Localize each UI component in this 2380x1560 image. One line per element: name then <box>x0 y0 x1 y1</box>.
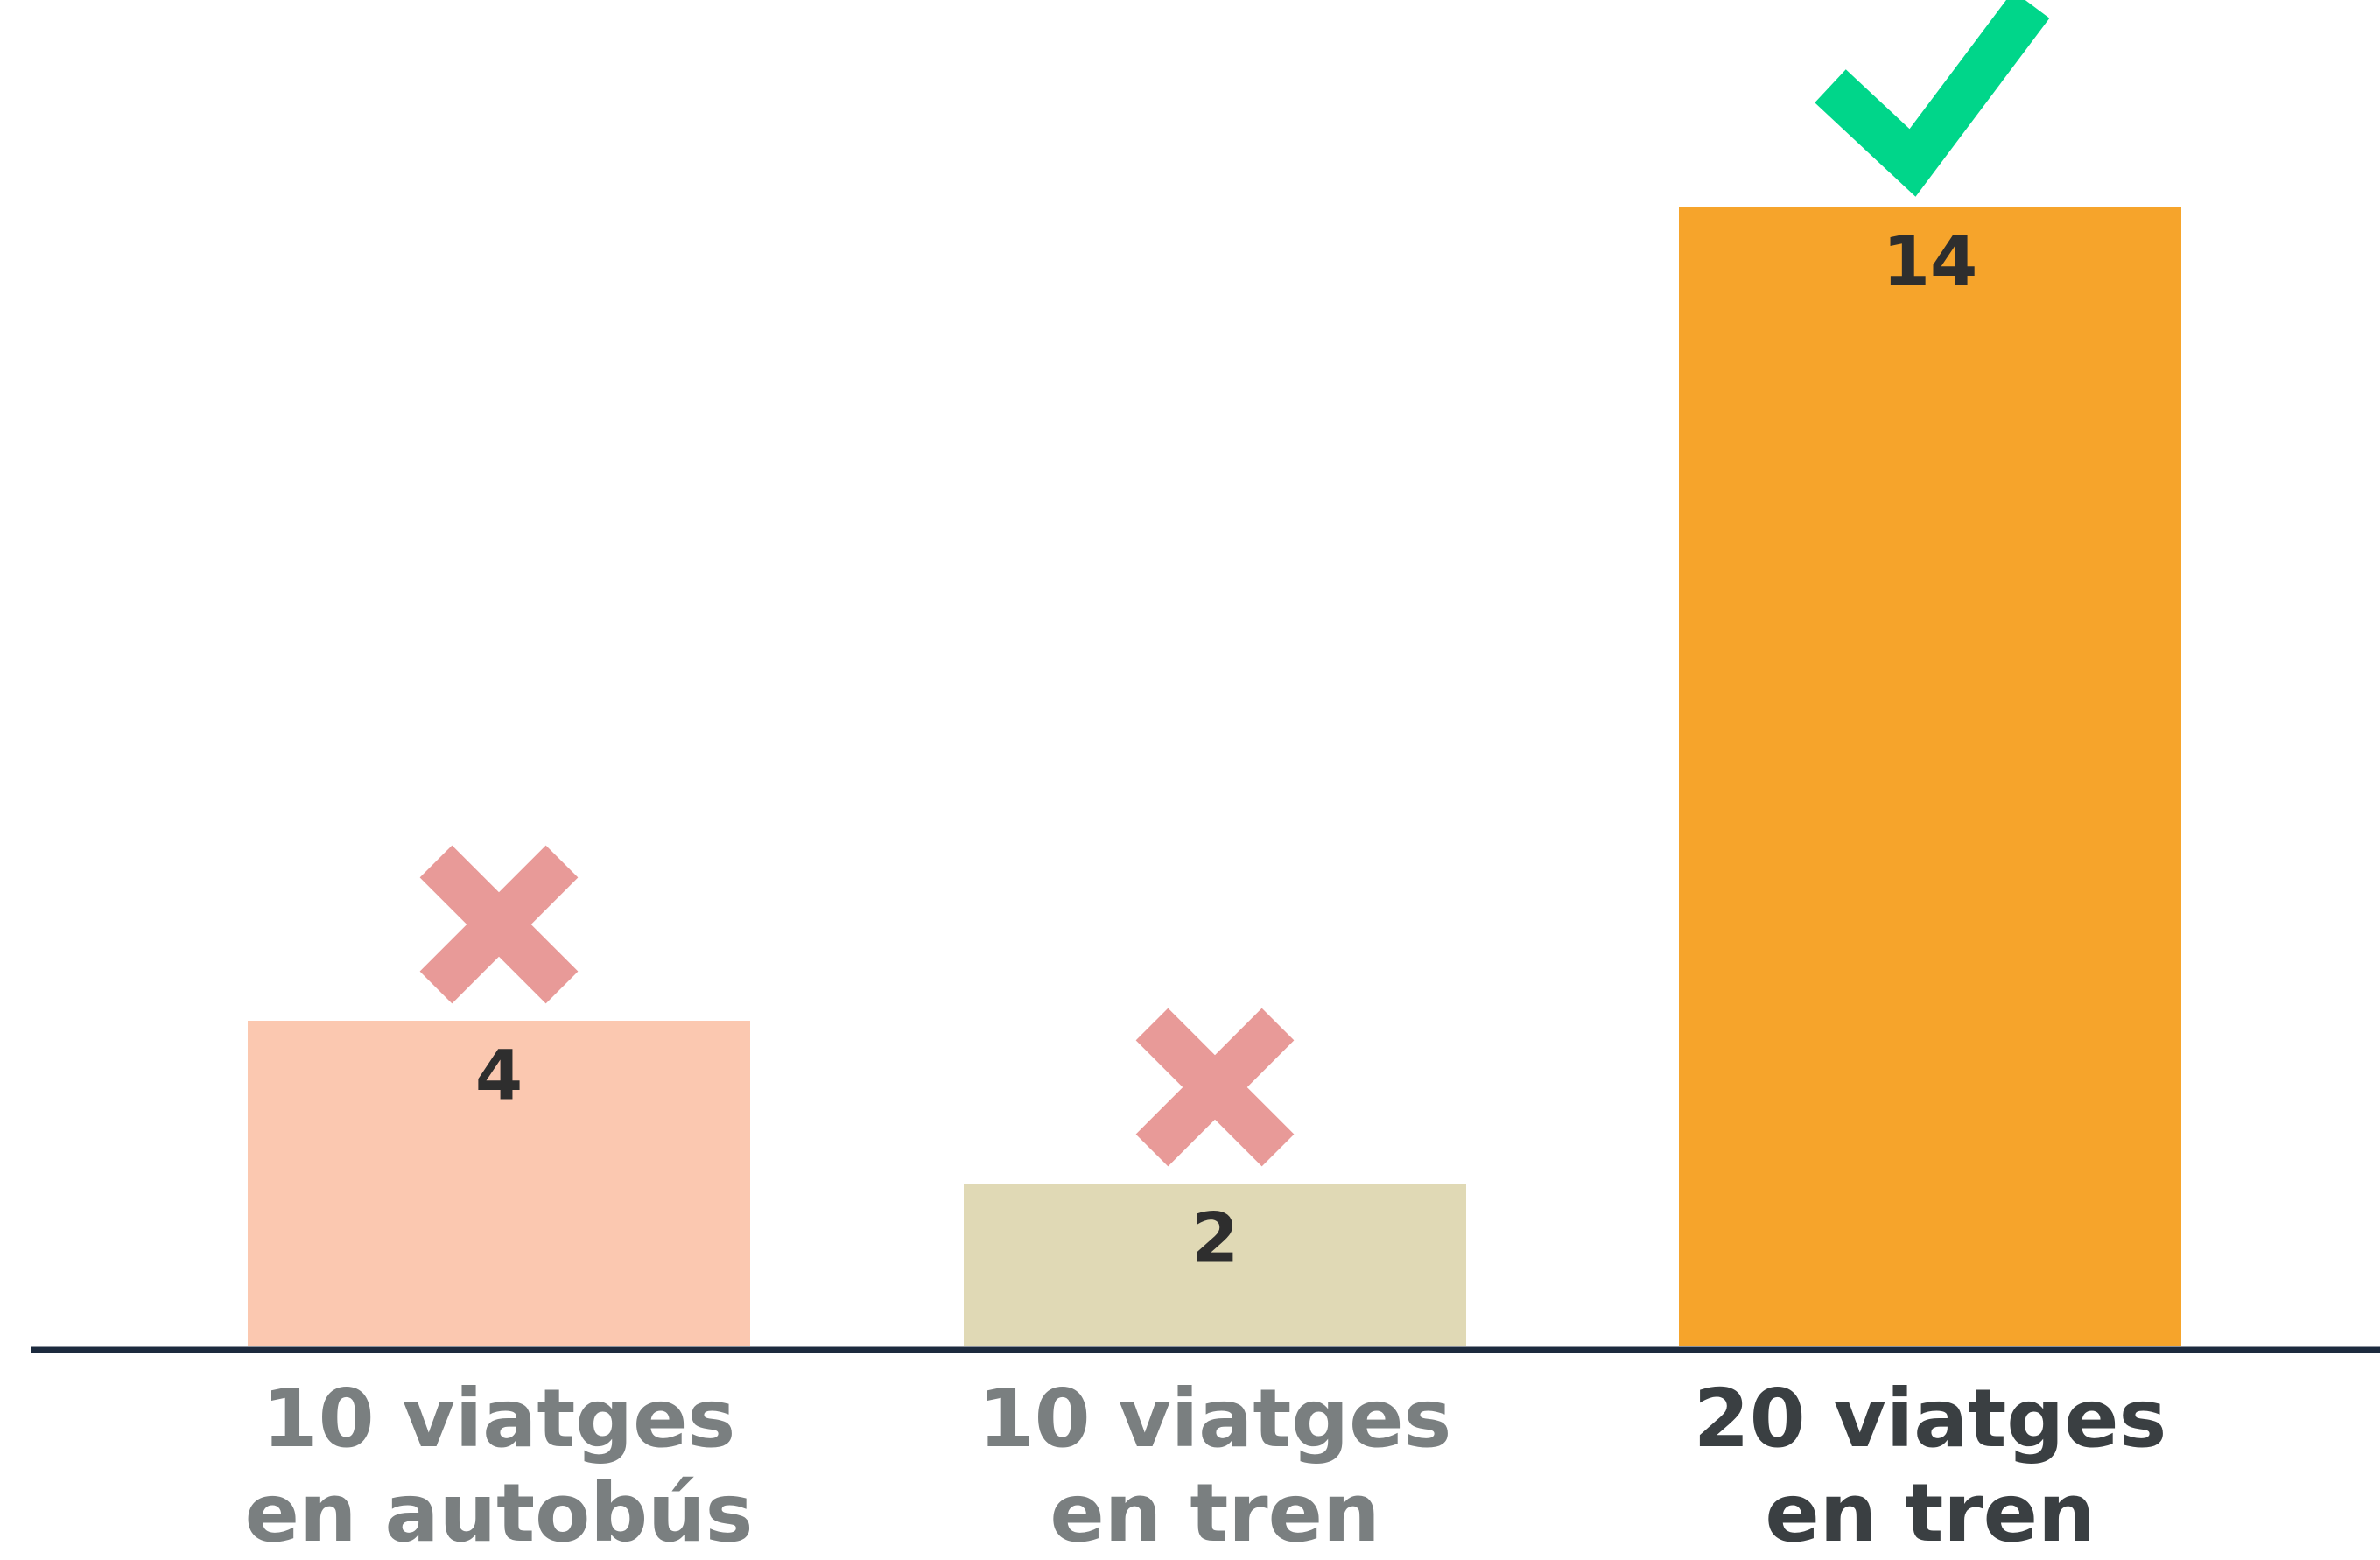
value-label: 2 <box>1191 1199 1239 1278</box>
value-label: 4 <box>475 1036 523 1115</box>
category-line: en autobús <box>245 1466 754 1560</box>
category-label: 10 viatges en autobús <box>245 1372 754 1560</box>
cross-icon <box>419 845 579 1004</box>
bar <box>964 1184 1466 1346</box>
category-line: en tren <box>1765 1466 2095 1560</box>
category-label: 10 viatges en tren <box>979 1372 1452 1560</box>
category-line: en tren <box>1050 1466 1380 1560</box>
category-line: 10 viatges <box>979 1372 1452 1465</box>
category-label: 20 viatges en tren <box>1694 1372 2167 1560</box>
category-line: 10 viatges <box>263 1372 736 1465</box>
bar <box>1679 207 2181 1346</box>
category-line: 20 viatges <box>1694 1372 2167 1465</box>
cross-icon <box>1135 1008 1295 1167</box>
check-icon <box>1815 0 2050 197</box>
value-label: 14 <box>1883 222 1978 301</box>
bar <box>248 1021 750 1346</box>
